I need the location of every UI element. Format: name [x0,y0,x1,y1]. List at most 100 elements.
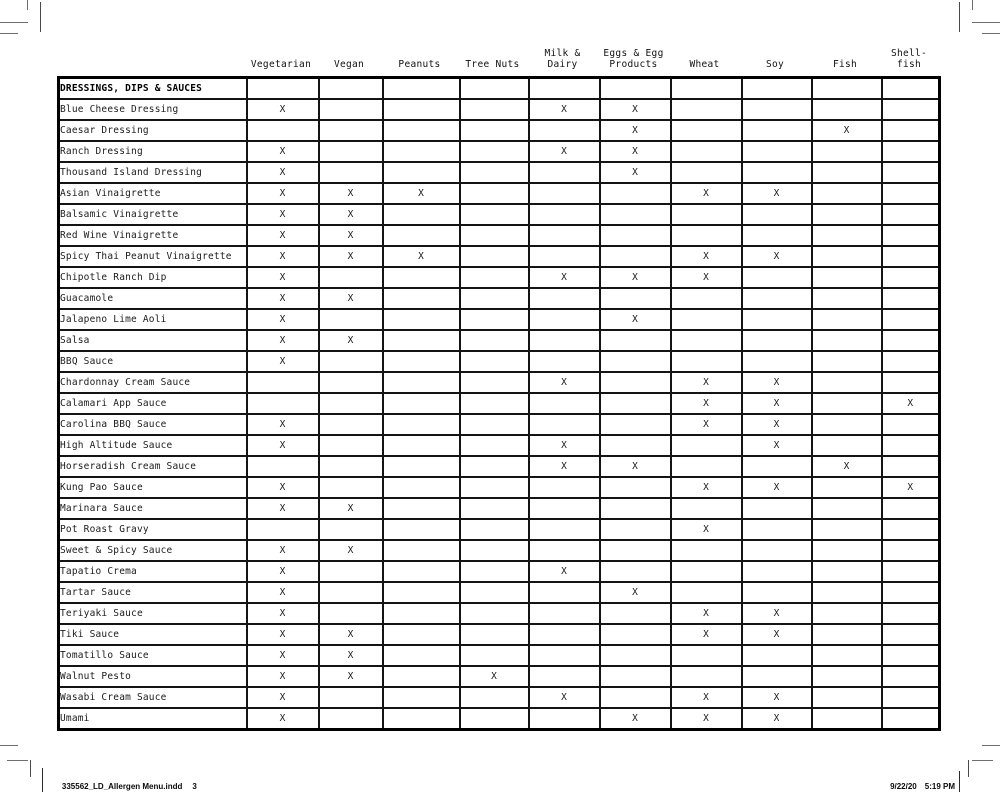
allergen-cell: X [598,140,672,163]
allergen-cell [740,98,813,121]
table-row: Caesar Dressing X X [57,119,941,142]
allergen-cell: X [245,140,320,163]
allergen-cell [381,161,461,184]
allergen-cell [880,497,941,520]
table-row: Red Wine Vinaigrette X X [57,224,941,247]
row-label: Guacamole [57,287,248,310]
section-title: DRESSINGS, DIPS & SAUCES [57,76,248,100]
allergen-cell: X [458,665,530,688]
allergen-cell: X [245,707,320,731]
allergen-cell [598,434,672,457]
allergen-cell [598,644,672,667]
allergen-cell [598,182,672,205]
allergen-cell [880,329,941,352]
allergen-cell [458,644,530,667]
section-header-row: DRESSINGS, DIPS & SAUCES [57,76,941,100]
crop-mark-top-right [982,33,1000,34]
row-label: Tartar Sauce [57,581,248,604]
allergen-cell: X [245,581,320,604]
allergen-cell [740,644,813,667]
allergen-cell [458,140,530,163]
footer-filename: 335562_LD_Allergen Menu.indd 3 [53,773,197,800]
allergen-cell: X [669,245,743,268]
allergen-cell [317,686,384,709]
allergen-cell: X [245,539,320,562]
allergen-cell [669,224,743,247]
crop-mark-bottom-right [968,760,969,777]
allergen-cell [669,119,743,142]
allergen-cell [458,182,530,205]
allergen-cell [880,266,941,289]
allergen-cell [810,623,883,646]
row-label: Calamari App Sauce [57,392,248,415]
allergen-cell [810,224,883,247]
row-label: Sweet & Spicy Sauce [57,539,248,562]
allergen-cell [458,287,530,310]
allergen-cell [598,371,672,394]
allergen-cell [381,76,461,100]
allergen-cell: X [598,455,672,478]
allergen-cell: X [381,245,461,268]
allergen-cell [381,581,461,604]
allergen-cell: X [740,623,813,646]
column-header: Wheat [689,59,720,70]
allergen-cell: X [245,266,320,289]
allergen-cell [740,203,813,226]
column-header: Shell- fish [890,48,928,70]
allergen-cell [740,665,813,688]
allergen-cell [458,560,530,583]
allergen-cell [527,224,601,247]
slug-divider-left [42,768,43,792]
allergen-cell [598,203,672,226]
allergen-cell: X [317,539,384,562]
allergen-cell [458,76,530,100]
allergen-cell: X [245,224,320,247]
allergen-cell [880,413,941,436]
crop-mark-bottom-left [30,760,31,777]
allergen-cell: X [245,665,320,688]
allergen-cell: X [527,266,601,289]
allergen-cell: X [740,434,813,457]
allergen-cell [598,413,672,436]
footer-time: 5:19 PM [924,782,955,791]
allergen-cell [245,76,320,100]
allergen-cell [810,329,883,352]
allergen-cell [458,266,530,289]
allergen-cell [598,350,672,373]
column-header-spacer [57,38,245,76]
allergen-cell: X [317,497,384,520]
row-label: Thousand Island Dressing [57,161,248,184]
allergen-cell [381,518,461,541]
allergen-cell [598,560,672,583]
allergen-cell [317,392,384,415]
table-row: Jalapeno Lime Aoli X X [57,308,941,331]
allergen-cell [458,392,530,415]
allergen-cell: X [317,224,384,247]
allergen-cell [527,623,601,646]
allergen-cell [880,434,941,457]
allergen-cell [810,287,883,310]
allergen-cell [740,308,813,331]
allergen-cell: X [880,476,941,499]
table-row: Marinara Sauce X X [57,497,941,520]
row-label: Wasabi Cream Sauce [57,686,248,709]
allergen-cell [810,140,883,163]
allergen-cell: X [810,455,883,478]
allergen-cell: X [740,182,813,205]
allergen-cell [740,539,813,562]
allergen-cell [381,308,461,331]
allergen-cell [598,665,672,688]
allergen-cell [458,413,530,436]
allergen-cell [381,455,461,478]
allergen-cell: X [740,245,813,268]
row-label: Walnut Pesto [57,665,248,688]
allergen-cell [527,665,601,688]
allergen-cell [880,665,941,688]
column-header: Eggs & Egg Products [603,48,664,70]
allergen-cell [740,455,813,478]
allergen-cell [810,392,883,415]
table-row: Walnut Pesto X X X [57,665,941,688]
table-row: BBQ Sauce X [57,350,941,373]
allergen-cell [669,203,743,226]
